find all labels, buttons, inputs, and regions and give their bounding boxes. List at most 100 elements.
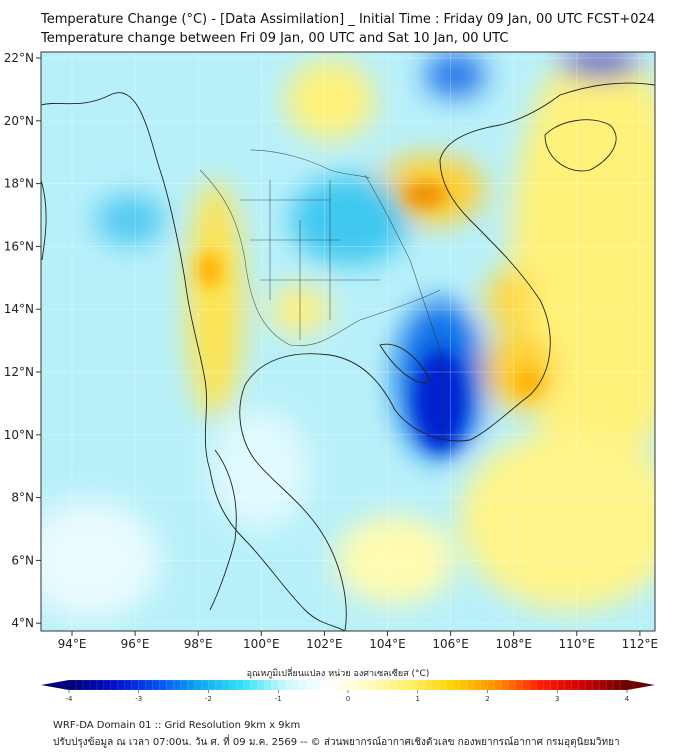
colorbar-segment xyxy=(529,679,537,691)
colorbar-min-arrow xyxy=(41,680,69,690)
colorbar-segment xyxy=(243,679,251,691)
colorbar-tick-label: 2 xyxy=(485,695,489,703)
colorbar-segment xyxy=(417,679,426,691)
colorbar-segment xyxy=(431,679,440,691)
colorbar-segment xyxy=(82,679,91,691)
colorbar-segment xyxy=(473,679,482,691)
colorbar-segment xyxy=(584,679,593,691)
lat-tick-label: 12°N xyxy=(4,365,34,379)
colorbar-tick-label: -1 xyxy=(275,695,282,703)
colorbar-segment xyxy=(312,679,321,691)
colorbar-segment xyxy=(508,679,516,691)
colorbar-segment xyxy=(501,679,509,691)
colorbar-segment xyxy=(326,679,335,691)
colorbar-segment xyxy=(382,679,391,691)
colorbar-segment xyxy=(229,679,237,691)
lon-tick-label: 112°E xyxy=(622,637,659,651)
colorbar-segment xyxy=(564,679,572,691)
lon-tick-label: 104°E xyxy=(369,637,406,651)
colorbar-max-arrow xyxy=(627,680,655,690)
colorbar-segment xyxy=(152,679,161,691)
colorbar-segment xyxy=(515,679,523,691)
colorbar-segment xyxy=(292,679,300,691)
colorbar-segment xyxy=(612,679,621,691)
colorbar-segment xyxy=(264,679,272,691)
colorbar-tick-label: -2 xyxy=(205,695,212,703)
colorbar-segment xyxy=(173,679,182,691)
colorbar-segment xyxy=(487,679,495,691)
colorbar-segment xyxy=(75,679,84,691)
colorbar-segment xyxy=(110,679,119,691)
colorbar-segment xyxy=(368,679,377,691)
colorbar-segment xyxy=(201,679,209,691)
colorbar-segment xyxy=(222,679,230,691)
colorbar-segment xyxy=(466,679,475,691)
lat-tick-label: 8°N xyxy=(11,491,34,505)
colorbar-segment xyxy=(319,679,328,691)
colorbar-segment xyxy=(159,679,168,691)
colorbar-segment xyxy=(166,679,175,691)
colorbar-segment xyxy=(278,679,286,691)
lat-tick-label: 22°N xyxy=(4,51,34,65)
borders xyxy=(199,149,446,441)
colorbar-segment xyxy=(257,679,265,691)
colorbar-tick-label: -4 xyxy=(66,695,74,703)
lon-tick-label: 96°E xyxy=(121,637,150,651)
lon-tick-label: 98°E xyxy=(184,637,213,651)
lon-tick-label: 102°E xyxy=(306,637,343,651)
colorbar-segment xyxy=(480,679,488,691)
colorbar-segment xyxy=(333,679,342,691)
lon-tick-label: 100°E xyxy=(243,637,280,651)
colorbar-segment xyxy=(194,679,203,691)
colorbar-segment xyxy=(522,679,530,691)
colorbar-segment xyxy=(285,679,293,691)
lat-tick-label: 16°N xyxy=(4,239,34,253)
colorbar-segment xyxy=(375,679,384,691)
colorbar-segment xyxy=(438,679,447,691)
colorbar-segment xyxy=(598,679,607,691)
colorbar-segment xyxy=(215,679,223,691)
colorbar-segment xyxy=(577,679,586,691)
colorbar-segment xyxy=(305,679,314,691)
lon-tick-label: 94°E xyxy=(58,637,87,651)
colorbar-segment xyxy=(591,679,600,691)
lon-tick-label: 108°E xyxy=(495,637,532,651)
colorbar-segment xyxy=(536,679,544,691)
lon-tick-label: 106°E xyxy=(432,637,469,651)
color-field xyxy=(41,52,655,631)
colorbar-segment xyxy=(543,679,551,691)
figure-title: Temperature Change (°C) - [Data Assimila… xyxy=(41,12,656,27)
colorbar-tick-label: -3 xyxy=(135,695,142,703)
colorbar-segment xyxy=(208,679,216,691)
colorbar-segment xyxy=(96,679,105,691)
colorbar-segment xyxy=(389,679,398,691)
colorbar-segment xyxy=(271,679,279,691)
colorbar-tick-label: 1 xyxy=(416,695,420,703)
lat-tick-label: 18°N xyxy=(4,177,34,191)
colorbar-segment xyxy=(180,679,189,691)
colorbar-segment xyxy=(340,679,349,691)
coastlines xyxy=(41,82,655,631)
colorbar-segment xyxy=(459,679,468,691)
colorbar-segment xyxy=(619,679,628,691)
figure-subtitle: Temperature change between Fri 09 Jan, 0… xyxy=(41,31,509,46)
lat-tick-label: 20°N xyxy=(4,114,34,128)
colorbar: -4 -3 -2 -1 0 1 2 3 4 xyxy=(41,679,655,703)
colorbar-segment xyxy=(550,679,558,691)
lat-tick-label: 6°N xyxy=(11,553,34,567)
colorbar-segment xyxy=(424,679,433,691)
colorbar-tick-label: 0 xyxy=(346,695,350,703)
lat-tick-label: 14°N xyxy=(4,302,34,316)
colorbar-segment xyxy=(131,679,140,691)
footer-model-info: WRF-DA Domain 01 :: Grid Resolution 9km … xyxy=(53,720,301,731)
colorbar-segment xyxy=(236,679,244,691)
colorbar-label: อุณหภูมิเปลี่ยนแปลง หน่วย องศาเซลเซียส (… xyxy=(246,669,430,679)
colorbar-segment xyxy=(187,679,196,691)
lat-tick-label: 4°N xyxy=(11,616,34,630)
colorbar-segment xyxy=(445,679,454,691)
colorbar-segment xyxy=(103,679,112,691)
lat-tick-label: 10°N xyxy=(4,428,34,442)
colorbar-segment xyxy=(68,679,77,691)
